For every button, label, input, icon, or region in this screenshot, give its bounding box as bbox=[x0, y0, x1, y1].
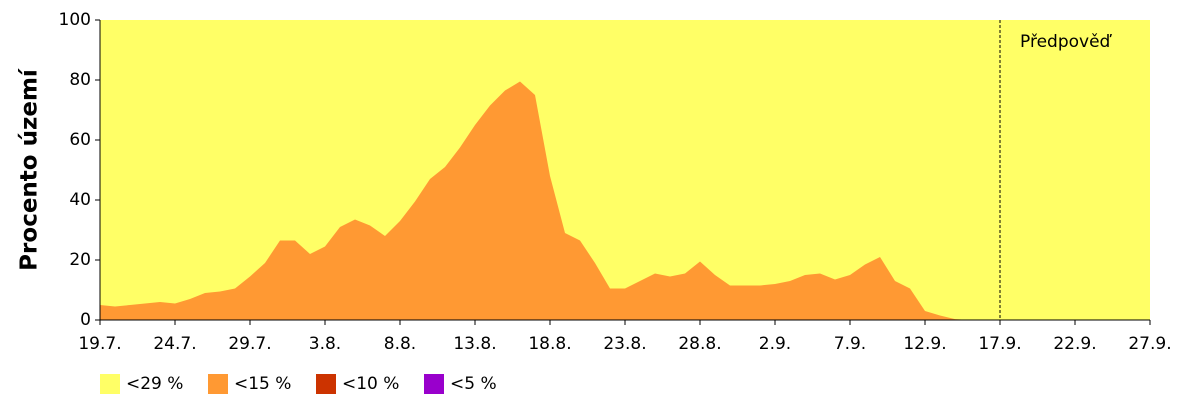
legend-swatch bbox=[424, 374, 444, 394]
area bbox=[100, 81, 1150, 320]
x-tick-label: 23.8. bbox=[603, 334, 646, 354]
x-tick-label: 12.9. bbox=[903, 334, 946, 354]
legend-swatch bbox=[316, 374, 336, 394]
x-tick-label: 19.7. bbox=[78, 334, 121, 354]
forecast-label: Předpověď bbox=[1020, 32, 1113, 52]
y-tick-label: 0 bbox=[80, 310, 91, 330]
x-tick-label: 7.9. bbox=[834, 334, 866, 354]
x-tick-label: 3.8. bbox=[309, 334, 341, 354]
legend-label: <29 % bbox=[126, 374, 183, 394]
x-tick-label: 8.8. bbox=[384, 334, 416, 354]
x-tick-label: 18.8. bbox=[528, 334, 571, 354]
y-tick-label: 60 bbox=[69, 130, 91, 150]
x-tick-label: 29.7. bbox=[228, 334, 271, 354]
legend-label: <10 % bbox=[342, 374, 399, 394]
x-tick-label: 13.8. bbox=[453, 334, 496, 354]
y-tick-label: 40 bbox=[69, 190, 91, 210]
x-tick-label: 2.9. bbox=[759, 334, 791, 354]
y-tick-label: 20 bbox=[69, 250, 91, 270]
y-tick-label: 80 bbox=[69, 70, 91, 90]
x-tick-label: 27.9. bbox=[1128, 334, 1171, 354]
legend-label: <15 % bbox=[234, 374, 291, 394]
x-tick-label: 22.9. bbox=[1053, 334, 1096, 354]
x-tick-label: 28.8. bbox=[678, 334, 721, 354]
legend-swatch bbox=[100, 374, 120, 394]
y-tick-label: 100 bbox=[59, 10, 91, 30]
legend-label: <5 % bbox=[450, 374, 497, 394]
y-axis-label: Procento území bbox=[17, 68, 43, 271]
legend-swatch bbox=[208, 374, 228, 394]
x-tick-label: 24.7. bbox=[153, 334, 196, 354]
x-tick-label: 17.9. bbox=[978, 334, 1021, 354]
